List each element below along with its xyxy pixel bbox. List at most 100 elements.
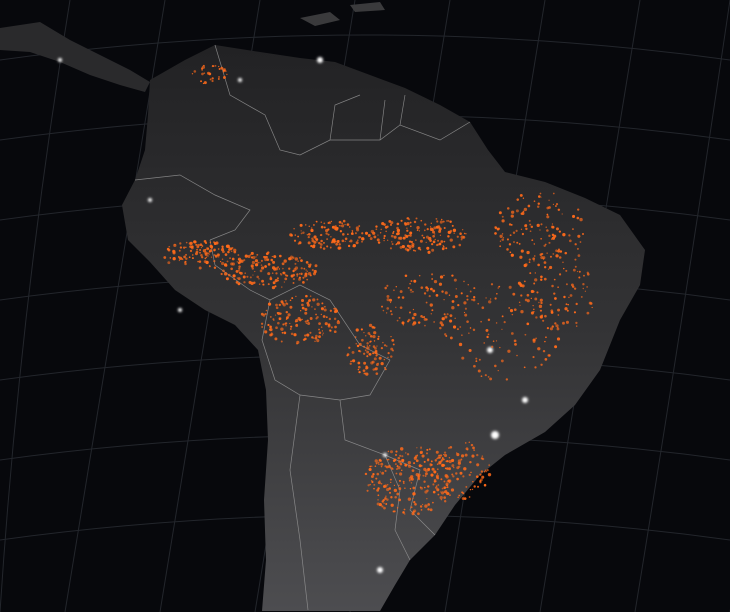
fire-point — [213, 242, 217, 246]
fire-point — [458, 342, 463, 347]
fire-point — [518, 242, 521, 245]
fire-point — [454, 295, 458, 298]
fire-point — [173, 243, 177, 247]
fire-point — [419, 505, 423, 508]
fire-point — [259, 262, 261, 264]
fire-point — [533, 260, 535, 262]
fire-point — [252, 274, 254, 276]
fire-point — [172, 257, 176, 261]
fire-point — [463, 497, 467, 501]
fire-point — [400, 447, 404, 451]
fire-point — [450, 488, 455, 492]
fire-point — [226, 260, 229, 263]
fire-point — [273, 319, 275, 321]
fire-point — [369, 465, 372, 468]
fire-point — [565, 320, 569, 324]
fire-point — [307, 272, 312, 276]
fire-point — [206, 71, 210, 75]
fire-point — [305, 294, 308, 298]
fire-point — [281, 331, 284, 334]
fire-point — [509, 309, 514, 313]
fire-point — [199, 251, 201, 254]
fire-point — [395, 243, 397, 246]
fire-point — [535, 316, 538, 319]
fire-point — [409, 288, 413, 292]
fire-point — [372, 334, 376, 339]
fire-point — [401, 321, 405, 325]
fire-point — [557, 249, 561, 253]
fire-point — [389, 298, 393, 302]
fire-point — [288, 267, 291, 270]
fire-point — [370, 361, 374, 365]
fire-point — [523, 207, 528, 212]
fire-point — [488, 300, 492, 304]
fire-point — [433, 226, 437, 230]
fire-point — [404, 274, 408, 278]
fire-point — [544, 358, 548, 361]
fire-point — [432, 240, 436, 244]
fire-point — [401, 458, 405, 463]
fire-point — [344, 237, 348, 241]
fire-point — [167, 261, 171, 265]
fire-point — [529, 272, 532, 275]
fire-point — [470, 298, 474, 301]
fire-point — [303, 274, 308, 278]
fire-point — [520, 212, 523, 215]
fire-point — [397, 456, 401, 460]
fire-point — [297, 242, 300, 245]
fire-point — [449, 494, 451, 496]
fire-point — [382, 485, 386, 489]
fire-point — [494, 232, 497, 235]
fire-point — [456, 235, 459, 238]
fire-point — [591, 306, 593, 309]
fire-point — [373, 357, 377, 361]
fire-point — [428, 295, 431, 298]
fire-point — [302, 231, 305, 234]
fire-point — [228, 246, 231, 249]
fire-point — [286, 274, 289, 277]
fire-point — [383, 234, 386, 238]
fire-point — [562, 232, 566, 237]
fire-point — [204, 251, 208, 255]
fire-point — [440, 218, 443, 221]
fire-point — [184, 260, 187, 263]
fire-point — [432, 483, 435, 486]
fire-point — [336, 226, 339, 230]
fire-point — [372, 473, 375, 476]
fire-point — [274, 337, 278, 341]
fire-point — [529, 230, 532, 233]
fire-point — [574, 258, 577, 261]
fire-point — [309, 263, 312, 266]
fire-point — [335, 242, 339, 246]
fire-point — [508, 223, 512, 226]
fire-point — [307, 263, 310, 266]
fire-point — [476, 475, 479, 478]
fire-point — [551, 236, 556, 240]
fire-point — [277, 279, 279, 282]
fire-point — [423, 229, 426, 232]
fire-point — [584, 290, 587, 292]
fire-point — [432, 234, 436, 238]
fire-point — [439, 275, 444, 279]
fire-point — [434, 486, 438, 489]
fire-point — [278, 254, 282, 258]
fire-point — [402, 324, 405, 326]
fire-point — [235, 281, 239, 284]
fire-point — [453, 278, 457, 282]
fire-point — [442, 458, 445, 461]
fire-point — [434, 233, 436, 235]
fire-point — [459, 232, 462, 235]
fire-point — [389, 301, 392, 304]
fire-point — [251, 267, 255, 270]
fire-point — [477, 485, 480, 488]
fire-point — [464, 453, 468, 457]
fire-point — [333, 330, 337, 334]
fire-point — [464, 442, 467, 444]
fire-point — [431, 278, 434, 280]
fire-point — [338, 243, 341, 246]
fire-point — [556, 327, 560, 331]
fire-point — [294, 234, 296, 236]
fire-point — [387, 352, 390, 355]
fire-point — [238, 267, 241, 270]
fire-point — [546, 252, 548, 254]
